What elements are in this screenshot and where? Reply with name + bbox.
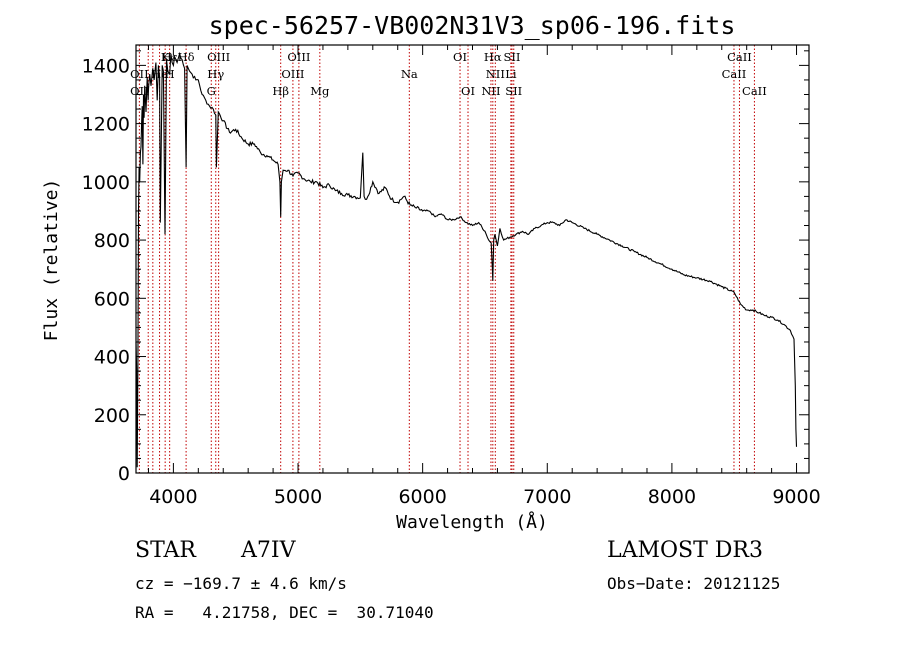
line-label: CaII [742,84,767,98]
y-tick-label: 1200 [82,114,130,136]
line-label: NII [481,84,500,98]
spectral-line-markers [138,45,755,473]
x-tick-label: 4000 [149,486,197,508]
line-label: OIII [287,50,310,64]
y-axis-ticks: 0 200 400 600 800 1000 1200 1400 [82,50,809,485]
y-tick-label: 800 [94,230,130,252]
observation-date: Obs−Date: 20121125 [607,574,781,593]
line-label: OI [453,50,467,64]
line-label: Hβ [272,84,289,98]
plot-frame [135,44,810,474]
line-label: CaII [727,50,752,64]
series-line-flux [135,51,798,468]
y-tick-label: 0 [118,463,130,485]
coordinates: RA = 4.21758, DEC = 30.71040 [135,603,434,622]
line-label: G [207,84,216,98]
x-tick-label: 6000 [398,486,446,508]
y-tick-label: 1000 [82,172,130,194]
line-label: Hγ [207,67,224,81]
line-label: NII [486,67,505,81]
line-label: OIII [281,67,304,81]
x-axis-ticks: 4000 5000 6000 7000 8000 9000 [147,45,821,508]
line-label: OI [461,84,475,98]
line-label: SII [504,50,521,64]
line-label: Na [401,67,418,81]
line-label: OIII [207,50,230,64]
line-label: Mg [310,84,330,98]
redshift-velocity: cz = −169.7 ± 4.6 km/s [135,574,347,593]
spectral-subclass: A7IV [241,538,296,563]
line-label: K [161,50,170,64]
y-tick-label: 400 [94,347,130,369]
object-class: STAR [135,538,196,563]
x-tick-label: 8000 [648,486,696,508]
line-label: SII [505,84,522,98]
x-tick-label: 7000 [523,486,571,508]
x-tick-label: 9000 [772,486,820,508]
y-tick-label: 1400 [82,55,130,77]
line-label: OII [130,84,149,98]
line-label: CaII [722,67,747,81]
x-tick-label: 5000 [274,486,322,508]
y-axis-label: Flux (relative) [41,179,62,342]
chart-title: spec-56257-VB002N31V3_sp06-196.fits [209,11,736,40]
line-label: Hα [484,50,502,64]
survey-name: LAMOST DR3 [607,538,763,563]
y-tick-label: 200 [94,405,130,427]
line-label: Li [505,67,517,81]
x-axis-label: Wavelength (Å) [396,511,548,533]
line-label: OII [130,67,149,81]
y-tick-label: 600 [94,288,130,310]
